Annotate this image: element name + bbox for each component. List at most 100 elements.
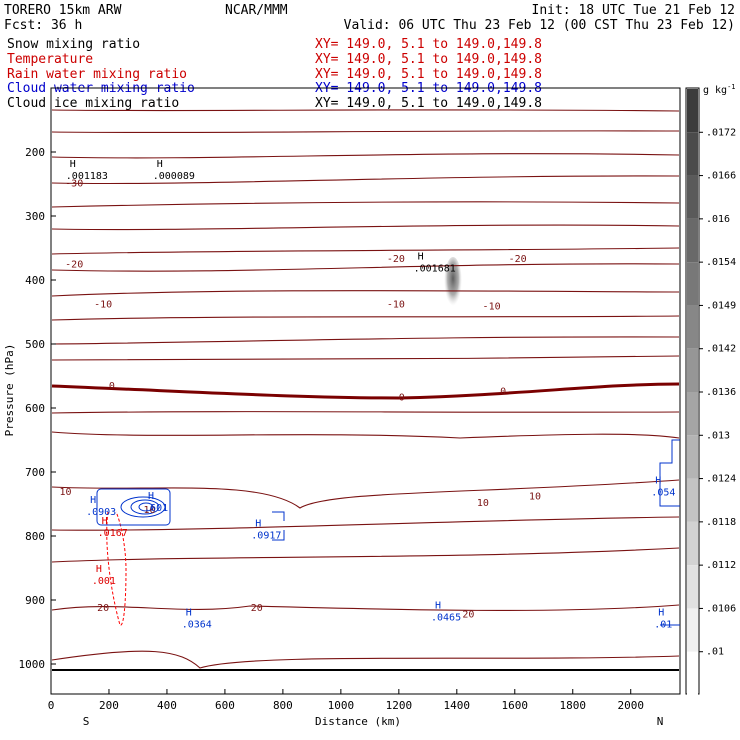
field-snow-xy: XY= 149.0, 5.1 to 149.0,149.8: [315, 37, 542, 52]
colorbar-swatch: [687, 478, 698, 522]
max-value-label: .0917: [251, 531, 281, 542]
max-marker-h: H: [418, 252, 424, 263]
colorbar-label: .0136: [706, 387, 736, 398]
y-axis-label: Pressure (hPa): [3, 344, 16, 437]
isotherm-label: -10: [94, 300, 112, 311]
max-value-label: .000089: [153, 171, 195, 182]
isotherm-line: [51, 411, 680, 414]
y-axis-ticks: 200 300 400 500 600 700 800 900 1000: [19, 146, 56, 671]
isotherm-label: -20: [65, 259, 83, 270]
isotherm-line: [51, 479, 680, 509]
org-title: NCAR/MMM: [225, 3, 288, 18]
colorbar-label: .016: [706, 214, 730, 225]
isotherm-label: -20: [387, 254, 405, 265]
max-value-label: .001681: [414, 264, 456, 275]
cloud-water-contour: [659, 439, 680, 507]
plot-frame: [50, 87, 681, 695]
x-tick-label: 400: [157, 699, 177, 712]
cloud-water-contour: [138, 502, 154, 512]
colorbar-swatch: [687, 262, 698, 306]
isotherm-label: -10: [387, 300, 405, 311]
colorbar-unit: g kg-1: [703, 83, 736, 96]
isotherm-label: 20: [97, 603, 109, 614]
isotherm-label: 10: [529, 492, 541, 503]
isotherm-label: 10: [144, 505, 156, 516]
isotherm-label: -10: [483, 302, 501, 313]
isotherm-line: [51, 109, 680, 112]
x-tick-label: 1000: [328, 699, 355, 712]
isotherm-line: [51, 336, 680, 345]
isotherm-line: [51, 153, 680, 159]
x-axis-label: Distance (km): [315, 715, 401, 728]
max-value-label: .001183: [66, 171, 108, 182]
y-tick-label: 1000: [19, 658, 46, 671]
cloud-water-contour: [130, 499, 160, 515]
colorbar-label: .013: [706, 430, 730, 441]
colorbar-swatch: [687, 435, 698, 479]
rain-water-contour: [106, 511, 127, 626]
isotherm-line: [51, 431, 680, 439]
max-value-label: .0364: [182, 620, 212, 631]
y-tick-label: 300: [25, 210, 45, 223]
field-cloud-ice-xy: XY= 149.0, 5.1 to 149.0,149.8: [315, 96, 542, 111]
colorbar-swatch: [687, 651, 698, 695]
cloud-water-contour: [272, 511, 285, 541]
x-tick-label: 200: [99, 699, 119, 712]
cloud-water-contour: [96, 488, 171, 526]
y-tick-label: 200: [25, 146, 45, 159]
colorbar-swatch: [687, 132, 698, 176]
valid-time: Valid: 06 UTC Thu 23 Feb 12 (00 CST Thu …: [344, 18, 735, 33]
isotherm-label: 10: [59, 487, 71, 498]
colorbar-label: .0106: [706, 603, 736, 614]
cloud-water-contours: [96, 439, 680, 626]
max-value-label: .001: [92, 576, 116, 587]
max-marker-h: H: [102, 516, 108, 527]
isotherm-label: 0: [500, 387, 506, 398]
colorbar-swatch: [687, 305, 698, 349]
x-tick-label: 800: [273, 699, 293, 712]
max-marker-h: H: [157, 159, 163, 170]
field-temperature: Temperature: [7, 52, 93, 67]
x-tick-label: 0: [48, 699, 55, 712]
x-tick-label: 1800: [560, 699, 587, 712]
y-tick-label: 600: [25, 402, 45, 415]
y-tick-label: 400: [25, 274, 45, 287]
field-rain-xy: XY= 149.0, 5.1 to 149.0,149.8: [315, 67, 542, 82]
colorbar-label: .0124: [706, 474, 736, 485]
isotherm-lines: [51, 109, 680, 669]
isotherm-label: 20: [462, 609, 474, 620]
max-value-label: .0903: [86, 507, 116, 518]
north-label: N: [657, 715, 664, 728]
isotherm-line: [51, 516, 680, 531]
max-value-label: .0465: [431, 612, 461, 623]
colorbar-label: .0166: [706, 171, 736, 182]
south-label: S: [83, 715, 90, 728]
colorbar-label: .01: [706, 647, 724, 658]
isotherm-line: [51, 130, 680, 134]
x-tick-label: 1200: [386, 699, 413, 712]
init-time: Init: 18 UTC Tue 21 Feb 12: [532, 3, 736, 18]
colorbar-label: .0118: [706, 517, 736, 528]
isotherm-label: -20: [509, 254, 527, 265]
field-list: Snow mixing ratio XY= 149.0, 5.1 to 149.…: [7, 37, 542, 111]
colorbar-labels: .0172 .0166 .016 .0154 .0149 .0142 .0136 .013 .0…: [699, 127, 736, 658]
max-value-label: .054: [651, 488, 675, 499]
isotherm-line: [51, 290, 680, 297]
colorbar-swatches: [687, 89, 698, 695]
x-tick-label: 1400: [444, 699, 471, 712]
max-value-label: .601: [144, 503, 168, 514]
isotherm-line: [51, 547, 680, 563]
isotherm-line: [51, 355, 680, 361]
isotherm-label: 0: [109, 381, 115, 392]
max-marker-h: H: [658, 608, 664, 619]
colorbar-swatch: [687, 392, 698, 436]
colorbar-label: .0149: [706, 300, 736, 311]
field-snow: Snow mixing ratio: [7, 37, 140, 52]
max-value-label: .0167: [98, 528, 128, 539]
isotherm-line: [51, 604, 680, 611]
model-title: TORERO 15km ARW: [4, 3, 122, 18]
forecast-hour: Fcst: 36 h: [4, 18, 82, 33]
colorbar-swatch: [687, 89, 698, 133]
zero-isotherm: [51, 382, 680, 400]
